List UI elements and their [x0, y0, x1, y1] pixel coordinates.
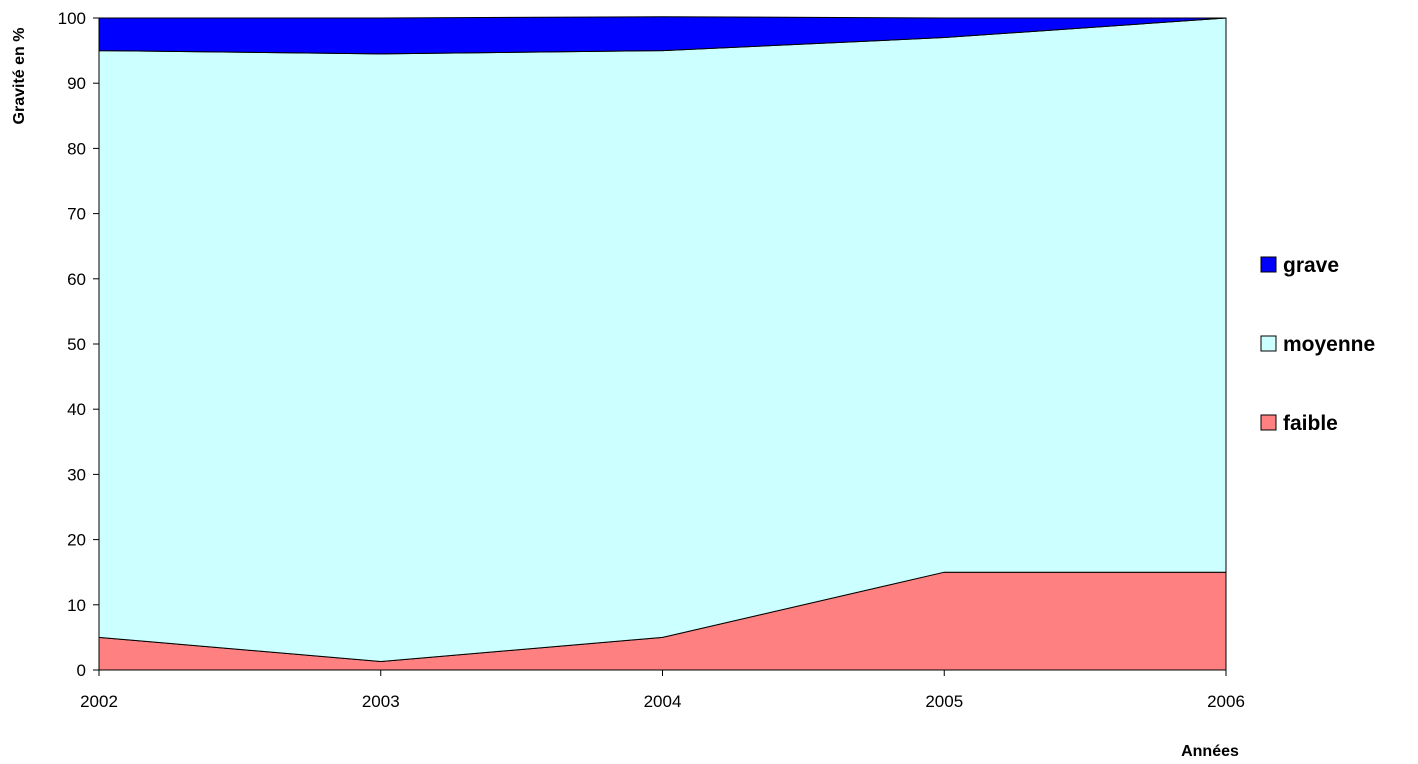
legend-swatch-faible: [1260, 414, 1277, 431]
x-tick-label: 2003: [362, 692, 400, 711]
y-tick-label: 40: [67, 400, 86, 419]
legend-swatch-moyenne: [1260, 335, 1277, 352]
legend-label-faible: faible: [1283, 412, 1338, 435]
y-tick-label: 0: [77, 661, 86, 680]
y-tick-label: 100: [58, 9, 86, 28]
legend-label-moyenne: moyenne: [1283, 333, 1375, 356]
y-tick-label: 70: [67, 205, 86, 224]
x-axis-title: Années: [1181, 743, 1239, 760]
area-series-group: [98, 16, 1227, 671]
y-axis-title: Gravité en %: [11, 28, 28, 125]
area-grave: [98, 16, 1227, 55]
y-tick-label: 10: [67, 596, 86, 615]
y-tick-label: 60: [67, 270, 86, 289]
x-tick-label: 2002: [80, 692, 118, 711]
y-tick-label: 80: [67, 139, 86, 158]
y-tick-label: 50: [67, 335, 86, 354]
y-tick-label: 20: [67, 531, 86, 550]
y-tick-label: 30: [67, 465, 86, 484]
area-moyenne: [98, 17, 1227, 663]
legend-swatch-grave: [1260, 256, 1277, 273]
y-axis-ticks: 0 10 20 30 40 50 60 70 80 90 100: [58, 9, 99, 680]
x-tick-label: 2006: [1207, 692, 1245, 711]
x-tick-label: 2005: [925, 692, 963, 711]
y-tick-label: 90: [67, 74, 86, 93]
x-tick-label: 2004: [644, 692, 682, 711]
legend: grave moyenne faible: [1260, 254, 1375, 435]
legend-label-grave: grave: [1283, 254, 1339, 277]
x-axis-ticks: 2002 2003 2004 2005 2006: [80, 670, 1245, 711]
